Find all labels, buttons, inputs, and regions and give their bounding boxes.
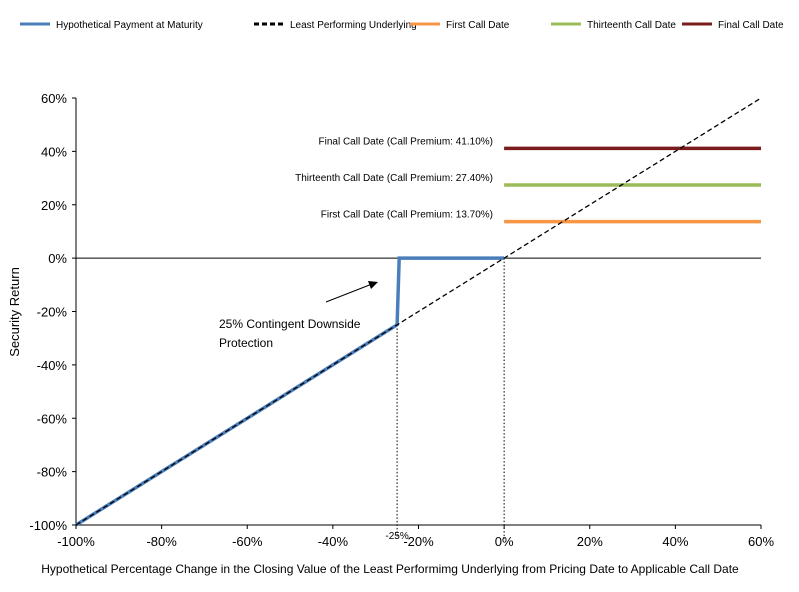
y-tick-label: 0% <box>48 251 67 266</box>
annotation-text: 25% Contingent Downside <box>219 317 361 331</box>
call-label: Thirteenth Call Date (Call Premium: 27.4… <box>295 173 493 184</box>
x-tick-label: -20% <box>403 534 434 549</box>
x-tick-label: -40% <box>318 534 349 549</box>
y-axis-label: Security Return <box>7 267 22 357</box>
legend: Hypothetical Payment at Maturity Least Pe… <box>20 20 784 31</box>
y-tick-label: -20% <box>37 305 68 320</box>
annotation-arrowhead <box>368 281 378 289</box>
y-axis-ticks: 60% 40% 20% 0% -20% -40% -60% -80% -100% <box>29 91 76 533</box>
legend-label: Final Call Date <box>718 20 784 31</box>
y-tick-label: -40% <box>37 358 68 373</box>
y-tick-label: 60% <box>41 91 67 106</box>
legend-label: Least Performing Underlying <box>290 20 417 31</box>
y-tick-label: -100% <box>29 518 67 533</box>
y-tick-label: -60% <box>37 411 68 426</box>
series-hypothetical-payment-at-maturity <box>75 256 505 527</box>
x-tick-label: 60% <box>748 534 774 549</box>
x-tick-label: 40% <box>662 534 688 549</box>
y-tick-label: 20% <box>41 198 67 213</box>
marker-label: -25% <box>385 531 408 542</box>
call-label: Final Call Date (Call Premium: 41.10%) <box>318 136 493 147</box>
call-labels: Final Call Date (Call Premium: 41.10%) Th… <box>219 136 493 350</box>
x-axis-ticks: -100% -80% -60% -40% -20% 0% 20% 40% 60% -25% <box>57 525 774 549</box>
series-least-performing-underlying <box>75 97 762 526</box>
x-tick-label: -100% <box>57 534 95 549</box>
x-tick-label: 20% <box>577 534 603 549</box>
x-axis-label: Hypothetical Percentage Change in the Cl… <box>41 562 739 576</box>
legend-label: Thirteenth Call Date <box>587 20 676 31</box>
legend-label: Hypothetical Payment at Maturity <box>56 20 203 31</box>
call-label: First Call Date (Call Premium: 13.70%) <box>321 210 493 221</box>
x-tick-label: -80% <box>146 534 177 549</box>
legend-label: First Call Date <box>446 20 510 31</box>
y-tick-label: 40% <box>41 144 67 159</box>
y-tick-label: -80% <box>37 465 68 480</box>
plot-area <box>75 97 762 539</box>
x-tick-label: -60% <box>232 534 263 549</box>
annotation-text: Protection <box>219 336 273 350</box>
x-tick-label: 0% <box>495 534 514 549</box>
annotation-arrow <box>325 283 373 303</box>
